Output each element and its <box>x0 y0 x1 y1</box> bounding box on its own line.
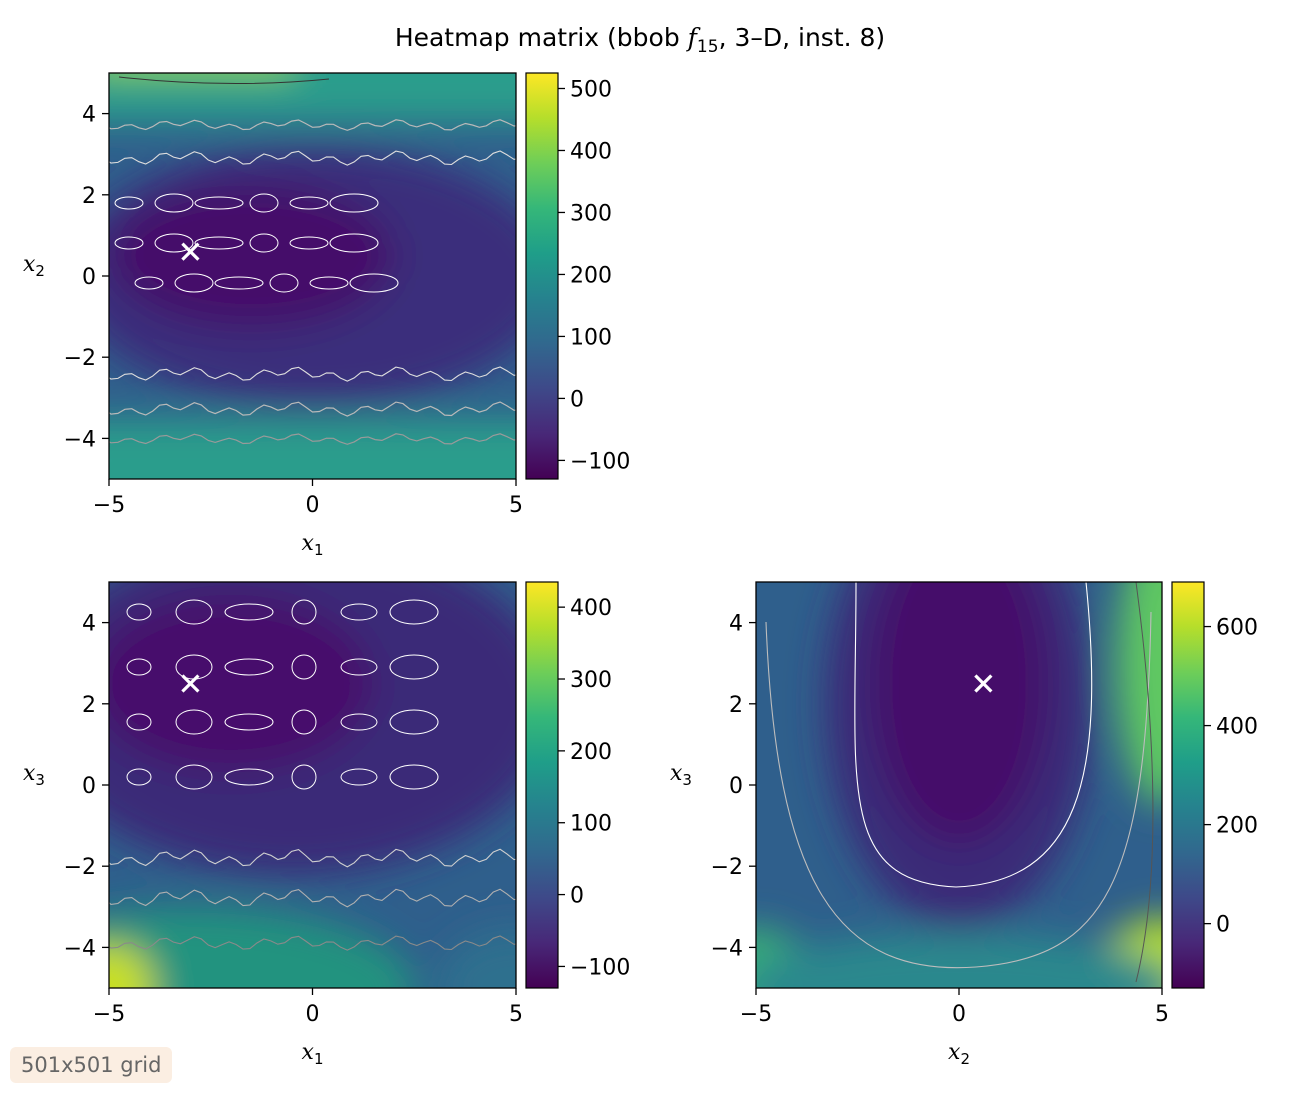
contour-lines <box>109 76 516 445</box>
colorbar-tick-label: 200 <box>570 263 612 288</box>
panel-x1-x3: −5 0 5 −4 −2 0 2 4 x1 x3 −100 0 100 200 300 400 <box>23 581 630 1068</box>
colorbar-tick-label: −100 <box>570 449 630 474</box>
heatmap-field <box>756 582 1162 988</box>
figure-title: Heatmap matrix (bbob f15, 3–D, inst. 8) <box>395 23 885 57</box>
colorbar: −100 0 100 200 300 400 <box>525 581 630 989</box>
y-tick-label: 4 <box>82 612 96 637</box>
y-tick-label: −4 <box>64 427 96 452</box>
heatmap-field <box>109 73 516 479</box>
x-tick-label: −5 <box>93 1002 125 1027</box>
colorbar-tick-label: 400 <box>570 596 612 621</box>
y-tick-label: 2 <box>82 184 96 209</box>
optimum-marker <box>974 674 993 693</box>
y-axis-label: x3 <box>670 761 692 789</box>
optimum-marker <box>181 674 200 693</box>
y-tick-label: −4 <box>711 936 743 961</box>
x-tick-label: 0 <box>306 493 320 518</box>
y-tick-label: 4 <box>729 612 743 637</box>
y-axis-label: x2 <box>23 252 45 280</box>
x-axis-label: x1 <box>302 1040 324 1068</box>
y-tick-label: 0 <box>82 774 96 799</box>
x-tick-label: −5 <box>93 493 125 518</box>
colorbar-tick-label: −100 <box>570 955 630 980</box>
contour-lines <box>109 599 516 951</box>
y-tick-label: 4 <box>82 103 96 128</box>
colorbar-tick-label: 0 <box>570 387 584 412</box>
colorbar-tick-label: 0 <box>570 884 584 909</box>
y-tick-label: −2 <box>711 855 743 880</box>
colorbar-tick-label: 200 <box>1216 814 1258 839</box>
x-tick-label: 5 <box>509 1002 523 1027</box>
colorbar-tick-label: 300 <box>570 201 612 226</box>
colorbar: 0 200 400 600 <box>1171 581 1258 989</box>
colorbar-tick-label: 0 <box>1216 913 1230 938</box>
y-tick-label: 2 <box>82 693 96 718</box>
x-axis-label: x2 <box>948 1040 970 1068</box>
optimum-marker <box>181 242 200 261</box>
y-axis-label: x3 <box>23 761 45 789</box>
colorbar: −100 0 100 200 300 400 500 <box>525 72 630 480</box>
y-tick-label: 2 <box>729 693 743 718</box>
y-tick-label: 0 <box>82 265 96 290</box>
x-tick-label: 5 <box>1155 1002 1169 1027</box>
colorbar-tick-label: 200 <box>570 740 612 765</box>
colorbar-tick-label: 300 <box>570 668 612 693</box>
colorbar-tick-label: 600 <box>1216 616 1258 641</box>
colorbar-tick-label: 100 <box>570 325 612 350</box>
x-tick-label: 0 <box>306 1002 320 1027</box>
y-tick-label: 0 <box>729 774 743 799</box>
y-tick-label: −2 <box>64 855 96 880</box>
colorbar-tick-label: 100 <box>570 812 612 837</box>
heatmap-field <box>109 582 516 988</box>
panel-x2-x3: −5 0 5 −4 −2 0 2 4 x2 x3 0 200 400 600 <box>670 581 1258 1068</box>
x-tick-label: −5 <box>740 1002 772 1027</box>
x-tick-label: 5 <box>509 493 523 518</box>
panel-x1-x2: −5 0 5 −4 −2 0 2 4 x1 x2 −100 0 100 200 300 400 500 <box>23 72 630 559</box>
colorbar-tick-label: 400 <box>570 139 612 164</box>
contour-lines <box>765 582 1154 983</box>
x-axis-label: x1 <box>302 531 324 559</box>
x-tick-label: 0 <box>952 1002 966 1027</box>
y-tick-label: −2 <box>64 346 96 371</box>
y-tick-label: −4 <box>64 936 96 961</box>
colorbar-tick-label: 400 <box>1216 715 1258 740</box>
grid-size-badge: 501x501 grid <box>10 1047 173 1083</box>
colorbar-tick-label: 500 <box>570 77 612 102</box>
